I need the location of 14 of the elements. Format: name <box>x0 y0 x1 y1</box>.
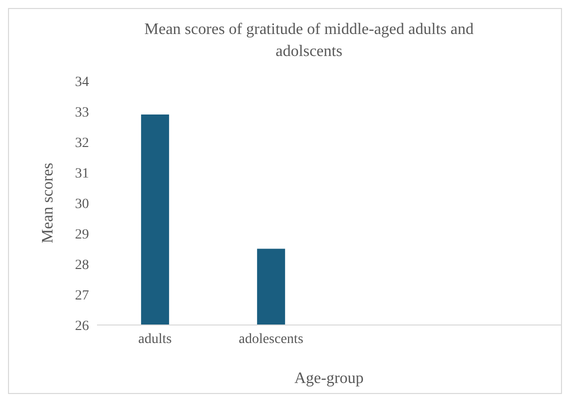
y-tick-label: 33 <box>75 105 89 120</box>
x-tick-label: adults <box>138 332 172 347</box>
y-tick-label: 31 <box>75 166 89 182</box>
x-tick-label: adolescents <box>238 332 304 347</box>
y-tick-label: 28 <box>75 258 89 273</box>
y-tick-label: 27 <box>75 288 89 304</box>
y-tick-label: 32 <box>75 136 89 151</box>
y-axis-title: Mean scores <box>40 162 57 244</box>
x-axis-title: Age-group <box>294 370 364 387</box>
y-tick-label: 34 <box>75 74 89 90</box>
y-tick-label: 26 <box>75 318 89 334</box>
y-tick-label: 30 <box>75 196 89 212</box>
chart-title: Mean scores of gratitude of middle-aged adults and adolscents <box>143 20 475 62</box>
y-tick-label: 29 <box>75 227 89 242</box>
